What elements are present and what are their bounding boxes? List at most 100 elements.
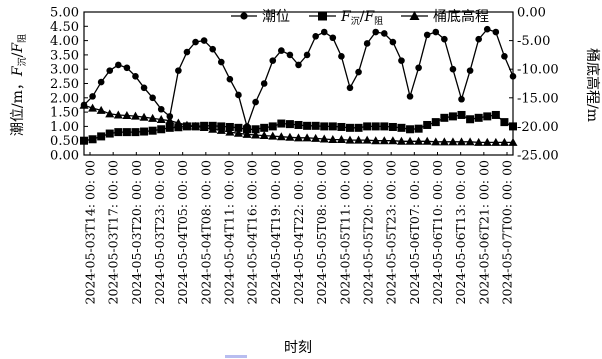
data-point-tide (423, 31, 431, 39)
data-point-tide (235, 91, 242, 99)
data-point-ratio (105, 129, 114, 138)
data-point-tide (449, 65, 457, 73)
selection-highlight (225, 355, 247, 358)
x-tick-label: 2024-05-03T14: 00: 00 (83, 160, 98, 305)
data-point-tide (329, 34, 337, 42)
data-point-bottom-elevation (414, 136, 424, 145)
data-point-bottom-elevation (251, 130, 261, 139)
data-point-ratio (380, 122, 389, 131)
data-point-bottom-elevation (371, 136, 381, 145)
left-y-tick-label: 2.50 (50, 77, 79, 92)
data-point-ratio (500, 118, 509, 127)
data-point-tide (89, 93, 96, 100)
data-point-tide (192, 38, 199, 46)
legend-item-ratio: F沉/F阻 (309, 9, 383, 27)
data-point-ratio (88, 135, 97, 144)
x-tick-label: 2024-05-07T00: 00: 00 (500, 160, 515, 305)
data-point-bottom-elevation (336, 135, 346, 144)
data-point-bottom-elevation (130, 111, 140, 120)
data-point-bottom-elevation (225, 127, 235, 136)
left-y-tick-label: 0.50 (50, 134, 79, 149)
data-point-tide (415, 64, 422, 72)
data-point-ratio (294, 120, 303, 129)
data-point-bottom-elevation (96, 105, 106, 114)
data-point-tide (260, 80, 268, 87)
data-point-bottom-elevation (345, 135, 355, 144)
data-point-bottom-elevation (122, 111, 132, 120)
data-point-bottom-elevation (328, 135, 338, 144)
data-point-tide (372, 28, 380, 36)
data-point-ratio (414, 124, 423, 133)
data-point-bottom-elevation (388, 136, 398, 145)
x-tick-label: 2024-05-06T10: 00: 00 (430, 160, 445, 305)
data-point-tide (363, 40, 371, 47)
data-point-ratio (431, 118, 440, 127)
data-point-ratio (165, 123, 174, 132)
right-y-tick-label: -25.00 (517, 149, 559, 164)
data-point-ratio (225, 122, 234, 131)
x-tick-label: 2024-05-04T22: 00: 00 (291, 160, 306, 305)
data-point-bottom-elevation (396, 136, 406, 145)
data-point-ratio (251, 125, 260, 134)
left-y-tick-label: 4.50 (50, 20, 79, 35)
data-point-ratio (148, 126, 157, 135)
data-point-ratio (491, 110, 500, 119)
data-point-ratio (140, 127, 149, 136)
data-point-bottom-elevation (311, 133, 321, 142)
data-point-tide (140, 84, 148, 92)
legend-square-marker (318, 11, 327, 21)
data-point-bottom-elevation (508, 137, 518, 146)
x-tick-label: 2024-05-06T13: 00: 00 (453, 160, 468, 305)
data-point-bottom-elevation (233, 128, 243, 137)
data-point-bottom-elevation (474, 137, 484, 146)
data-point-tide (432, 28, 440, 36)
x-tick-label: 2024-05-05T23: 00: 00 (384, 160, 399, 305)
right-y-tick-label: 0.00 (517, 6, 546, 21)
x-axis-label: 时刻 (284, 340, 312, 356)
data-point-tide (312, 33, 319, 40)
data-point-ratio (354, 123, 363, 132)
data-point-bottom-elevation (148, 113, 158, 122)
legend-label-ratio: F沉/F阻 (340, 9, 383, 27)
x-tick-label: 2024-05-03T17: 00: 00 (106, 160, 121, 305)
x-tick-label: 2024-05-04T19: 00: 00 (268, 160, 283, 305)
data-point-ratio (268, 122, 277, 131)
data-point-bottom-elevation (379, 136, 389, 145)
data-point-ratio (509, 122, 517, 131)
right-y-axis-label: 桶底高程/m (584, 48, 601, 122)
data-point-ratio (174, 123, 183, 132)
data-point-bottom-elevation (319, 134, 329, 143)
data-point-bottom-elevation (259, 131, 269, 140)
left-y-tick-label: 3.50 (50, 48, 79, 63)
data-point-bottom-elevation (294, 133, 303, 142)
data-point-ratio (328, 122, 337, 131)
data-point-tide (303, 51, 311, 59)
left-y-tick-label: 1.00 (50, 120, 79, 135)
data-point-tide (106, 67, 114, 74)
data-point-bottom-elevation (354, 135, 364, 144)
data-point-ratio (371, 122, 380, 131)
data-point-ratio (260, 123, 269, 132)
data-point-bottom-elevation (431, 137, 441, 146)
data-point-ratio (466, 115, 475, 124)
data-point-bottom-elevation (482, 137, 492, 146)
right-y-tick-label: -10.00 (517, 63, 559, 78)
x-tick-label: 2024-05-04T16: 00: 00 (245, 160, 260, 305)
data-point-bottom-elevation (276, 132, 286, 141)
data-point-bottom-elevation (302, 133, 312, 142)
data-point-tide (398, 57, 405, 64)
data-point-ratio (311, 121, 320, 130)
data-point-bottom-elevation (182, 120, 192, 129)
data-point-bottom-elevation (88, 103, 98, 112)
data-point-ratio (114, 128, 123, 137)
legend-item-bottom-elevation: 桶底高程 (401, 8, 489, 25)
left-y-tick-label: 4.00 (50, 34, 79, 49)
data-point-tide (209, 45, 216, 53)
x-tick-label: 2024-05-04T08: 00: 00 (198, 160, 213, 305)
data-point-ratio (97, 132, 106, 141)
data-point-bottom-elevation (242, 129, 252, 138)
data-point-tide (149, 94, 156, 102)
data-point-tide (501, 53, 508, 60)
data-point-tide (269, 57, 277, 64)
data-point-bottom-elevation (216, 125, 226, 134)
